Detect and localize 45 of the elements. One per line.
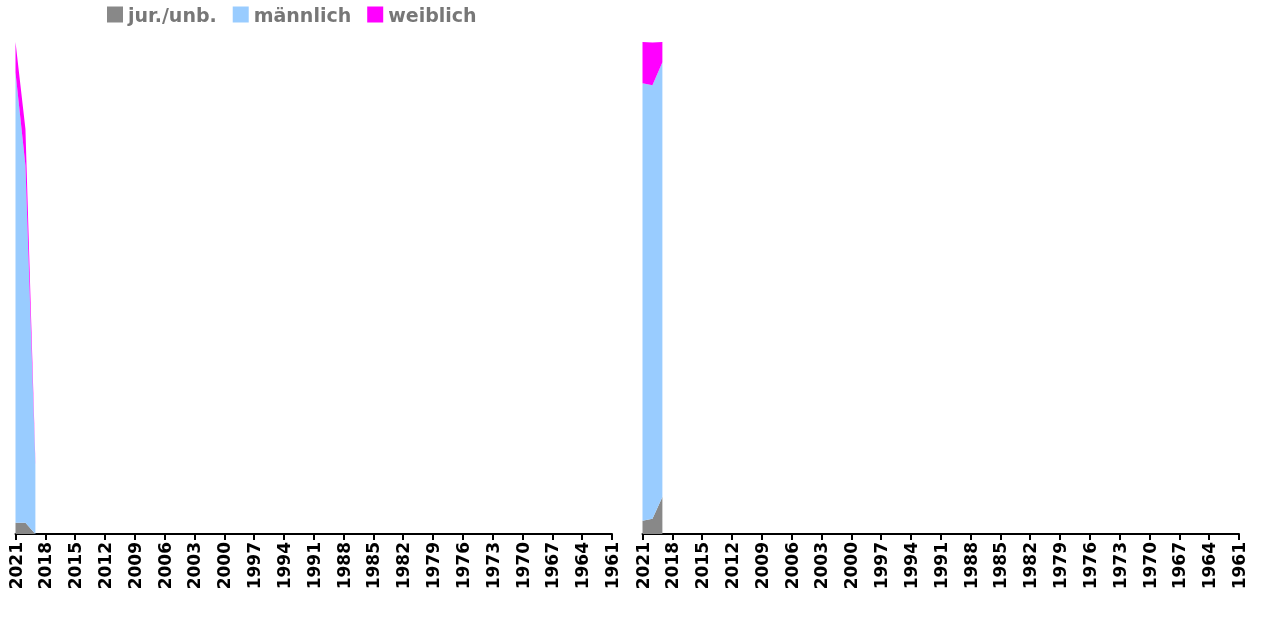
x-tick-label: 1988 bbox=[960, 542, 981, 590]
x-tick-label: 2012 bbox=[94, 542, 115, 590]
legend-label: männlich bbox=[253, 3, 352, 26]
x-tick-label: 1970 bbox=[1139, 541, 1160, 590]
x-tick-label: 2000 bbox=[214, 541, 235, 590]
x-tick-label: 1991 bbox=[303, 542, 324, 590]
x-tick-label: 1973 bbox=[1109, 542, 1130, 590]
x-tick-label: 1982 bbox=[393, 542, 414, 590]
x-tick-label: 2003 bbox=[811, 542, 832, 590]
x-tick-label: 1997 bbox=[871, 542, 892, 590]
x-tick-label: 2015 bbox=[692, 542, 713, 590]
x-tick-label: 1970 bbox=[512, 541, 533, 590]
x-tick-label: 1976 bbox=[1079, 542, 1100, 590]
legend-label: weiblich bbox=[388, 3, 477, 26]
x-tick-label: 1991 bbox=[930, 542, 951, 590]
x-tick-label: 1967 bbox=[1169, 542, 1190, 590]
x-tick-label: 1976 bbox=[452, 542, 473, 590]
x-tick-label: 2009 bbox=[124, 542, 145, 590]
x-tick-label: 1994 bbox=[273, 541, 294, 590]
x-tick-label: 1961 bbox=[602, 542, 622, 590]
x-tick-label: 2015 bbox=[65, 542, 86, 590]
x-tick-label: 2009 bbox=[751, 542, 772, 590]
x-tick-label: 2021 bbox=[5, 542, 26, 590]
x-tick-label: 2012 bbox=[721, 542, 742, 590]
x-tick-label: 1967 bbox=[542, 542, 563, 590]
x-tick-label: 1994 bbox=[900, 541, 921, 590]
x-tick-label: 2006 bbox=[154, 542, 175, 590]
x-tick-label: 1985 bbox=[363, 542, 384, 590]
x-tick-label: 1985 bbox=[990, 542, 1011, 590]
x-tick-label: 2018 bbox=[662, 542, 683, 590]
x-tick-label: 2003 bbox=[184, 542, 205, 590]
x-tick-label: 1964 bbox=[1199, 541, 1220, 590]
x-tick-label: 1979 bbox=[1050, 542, 1071, 590]
x-tick-label: 2021 bbox=[632, 542, 653, 590]
x-tick-label: 1997 bbox=[244, 542, 265, 590]
x-tick-label: 1988 bbox=[333, 542, 354, 590]
x-tick-label: 1979 bbox=[423, 542, 444, 590]
x-tick-label: 1964 bbox=[572, 541, 593, 590]
x-tick-label: 2006 bbox=[781, 542, 802, 590]
x-tick-label: 2018 bbox=[35, 542, 56, 590]
x-tick-label: 2000 bbox=[841, 541, 862, 590]
x-tick-label: 1982 bbox=[1020, 542, 1041, 590]
legend-label: jur./unb. bbox=[127, 3, 217, 26]
x-tick-label: 1973 bbox=[482, 542, 503, 590]
x-tick-label: 1961 bbox=[1229, 542, 1249, 590]
